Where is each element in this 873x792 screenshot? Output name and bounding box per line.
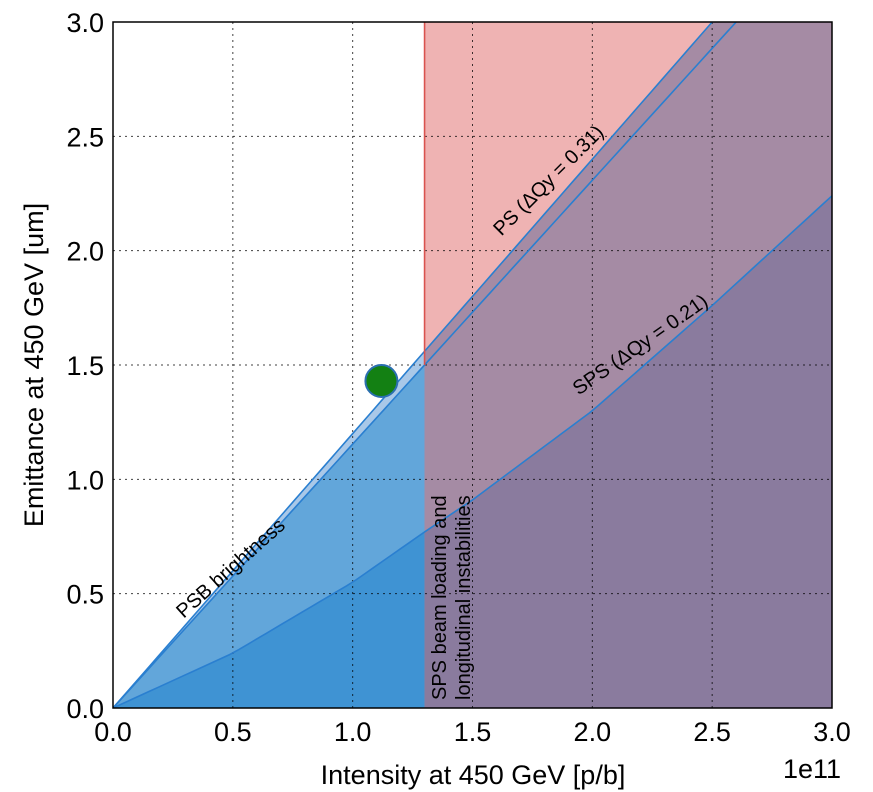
x-axis-multiplier: 1e11 bbox=[783, 754, 841, 784]
x-tick-label: 1.0 bbox=[334, 717, 372, 747]
x-tick-label: 3.0 bbox=[813, 717, 851, 747]
y-axis-label: Emittance at 450 GeV [um] bbox=[19, 203, 49, 527]
plot-frame bbox=[112, 21, 833, 709]
sps-beam-loading-annotation-line1: SPS beam loading and bbox=[429, 495, 451, 700]
x-tick-label: 0.5 bbox=[214, 717, 252, 747]
x-tick-label: 0.0 bbox=[94, 717, 132, 747]
x-tick-label: 1.5 bbox=[454, 717, 492, 747]
x-tick-label: 2.5 bbox=[693, 717, 731, 747]
x-axis-label: Intensity at 450 GeV [p/b] bbox=[321, 760, 626, 790]
limit-curves bbox=[113, 22, 832, 708]
sps-limit-line bbox=[113, 195, 832, 708]
sps-beam-loading-annotation-line2: longitudinal instabilities bbox=[453, 495, 475, 700]
x-ticks: 0.0 0.5 1.0 1.5 2.0 2.5 3.0 bbox=[94, 717, 851, 747]
psb-brightness-line bbox=[113, 22, 714, 708]
measured-point bbox=[364, 364, 399, 399]
y-tick-label: 0.5 bbox=[66, 580, 104, 610]
y-tick-label: 2.0 bbox=[66, 237, 104, 267]
y-tick-label: 1.5 bbox=[66, 351, 104, 381]
y-tick-label: 2.5 bbox=[66, 122, 104, 152]
data-points bbox=[364, 364, 399, 399]
y-tick-label: 3.0 bbox=[66, 8, 104, 38]
y-ticks: 0.0 0.5 1.0 1.5 2.0 2.5 3.0 bbox=[66, 8, 104, 724]
y-tick-label: 1.0 bbox=[66, 465, 104, 495]
x-tick-label: 2.0 bbox=[574, 717, 612, 747]
sps-overlap-region bbox=[424, 195, 832, 708]
sps-region bbox=[113, 531, 425, 708]
ps-limit-line bbox=[113, 22, 738, 708]
y-tick-label: 0.0 bbox=[66, 694, 104, 724]
shaded-regions bbox=[113, 22, 832, 708]
